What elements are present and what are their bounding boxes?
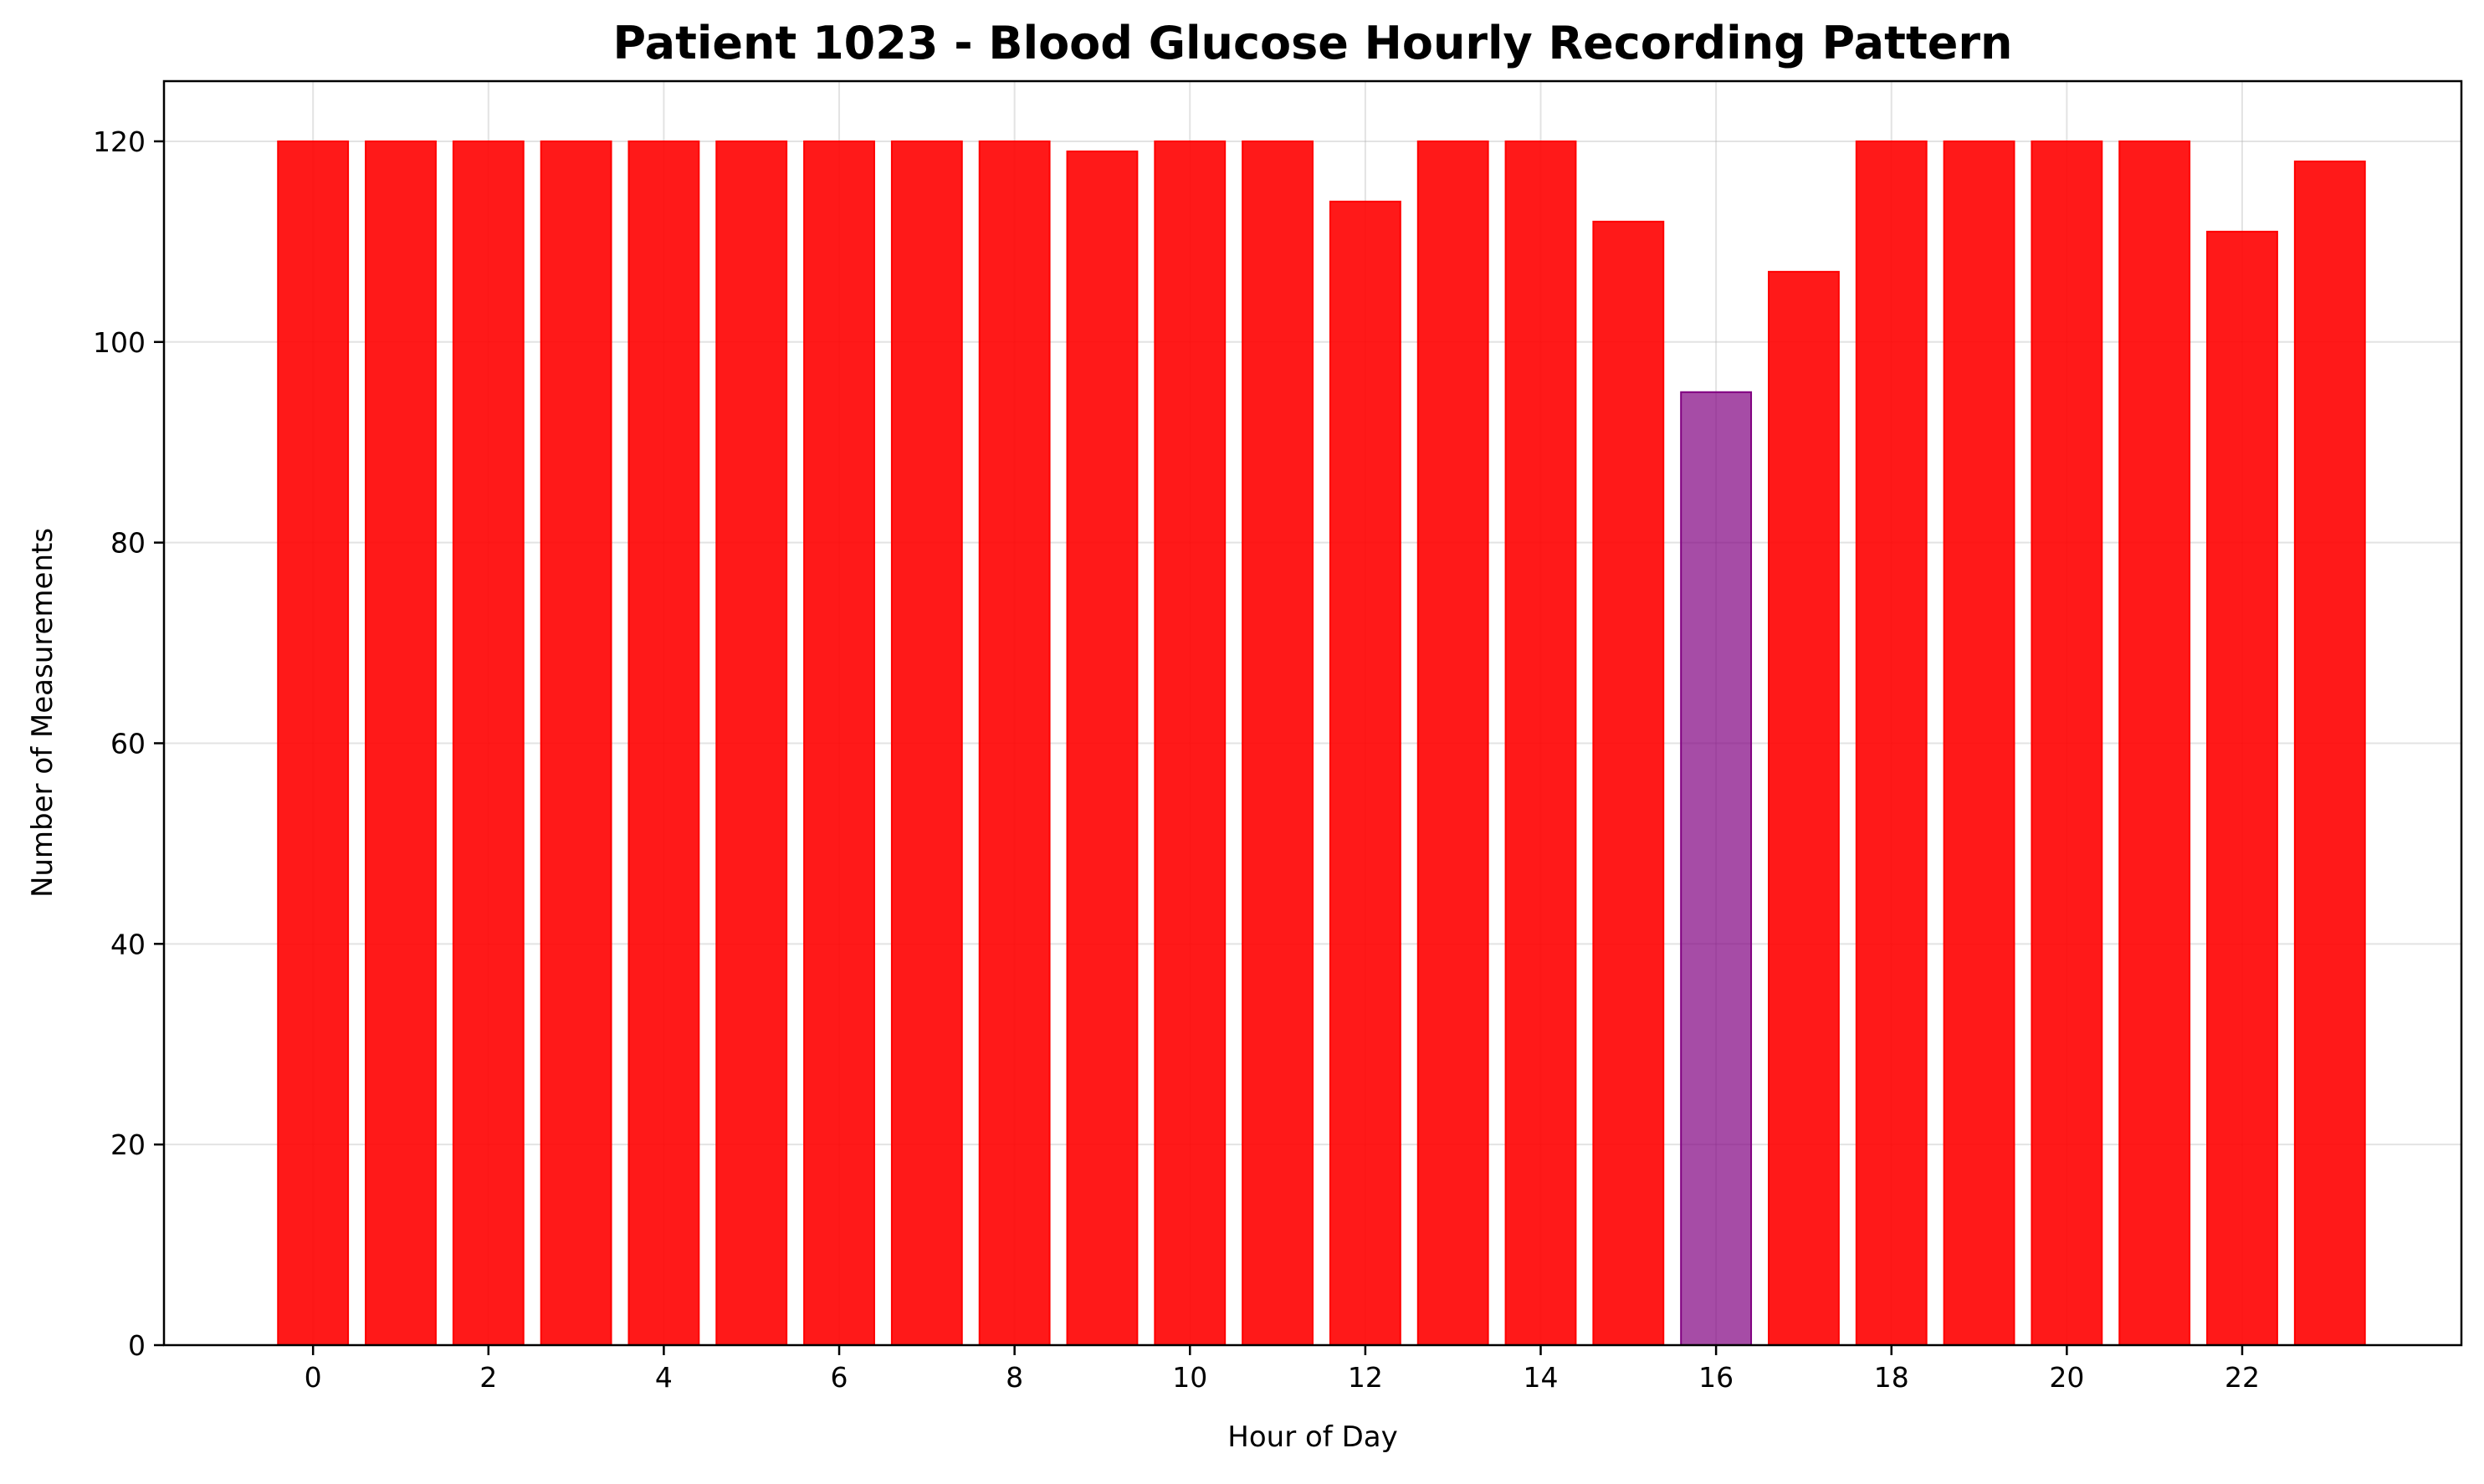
x-tick-label: 10: [1172, 1361, 1207, 1394]
bar: [890, 140, 963, 1346]
bar: [1768, 270, 1840, 1346]
x-tick-label: 12: [1348, 1361, 1383, 1394]
bar: [1504, 140, 1577, 1346]
bar: [715, 140, 788, 1346]
x-tick-label: 18: [1874, 1361, 1909, 1394]
x-tick-label: 20: [2049, 1361, 2084, 1394]
bar: [365, 140, 437, 1346]
bar: [1329, 200, 1401, 1346]
x-tick-label: 0: [305, 1361, 322, 1394]
x-tick-label: 4: [655, 1361, 673, 1394]
ticks: 0 2 4 6 8 10 12 14 16 18 20 22 0 20 40 60 80 100 120: [93, 125, 2260, 1394]
bar: [2293, 160, 2366, 1346]
bar: [277, 140, 350, 1346]
bars: [277, 140, 2366, 1346]
bar: [627, 140, 700, 1346]
bar: [803, 140, 875, 1346]
y-tick-label: 20: [110, 1128, 146, 1161]
bar: [1855, 140, 1928, 1346]
y-tick-label: 100: [93, 326, 146, 359]
bar: [1943, 140, 2015, 1346]
x-axis-label: Hour of Day: [1227, 1420, 1397, 1454]
x-tick-label: 2: [479, 1361, 497, 1394]
y-axis-label: Number of Measurements: [26, 528, 59, 898]
x-tick-label: 6: [831, 1361, 848, 1394]
x-tick-label: 14: [1524, 1361, 1559, 1394]
y-tick-label: 120: [93, 125, 146, 158]
bar: [2206, 230, 2278, 1346]
bar: [1592, 220, 1665, 1346]
x-tick-label: 8: [1006, 1361, 1023, 1394]
y-tick-label: 40: [110, 928, 146, 960]
bar: [540, 140, 612, 1346]
bar: [452, 140, 525, 1346]
bar: [1242, 140, 1314, 1346]
plot-frame: [162, 79, 2463, 1347]
bar-highlight: [1680, 391, 1753, 1346]
y-tick-label: 0: [128, 1329, 146, 1362]
bar: [1416, 140, 1489, 1346]
bar: [1066, 150, 1139, 1346]
bar: [978, 140, 1051, 1346]
bar: [2031, 140, 2103, 1346]
y-tick-label: 60: [110, 727, 146, 760]
bar: [1154, 140, 1227, 1346]
chart-title: Patient 1023 - Blood Glucose Hourly Reco…: [613, 17, 2013, 69]
x-tick-label: 22: [2225, 1361, 2260, 1394]
x-tick-label: 16: [1698, 1361, 1734, 1394]
bar: [2118, 140, 2191, 1346]
y-tick-label: 80: [110, 527, 146, 560]
